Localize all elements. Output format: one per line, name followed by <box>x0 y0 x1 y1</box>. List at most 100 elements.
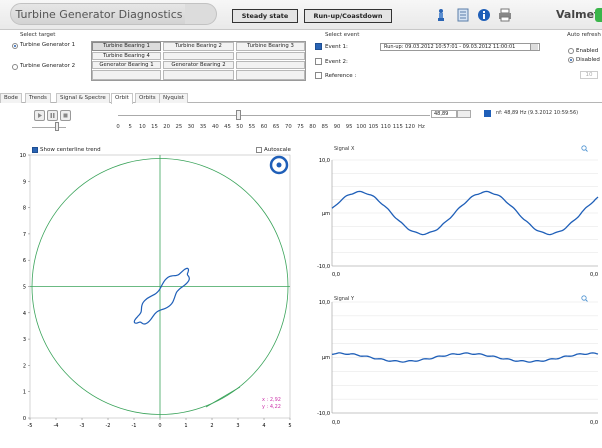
tab-signal-spectre[interactable]: Signal & Spectre <box>56 93 110 103</box>
list-icon[interactable] <box>457 8 471 22</box>
orbit-x-tick-label: 3 <box>236 423 239 429</box>
frequency-spinner[interactable] <box>457 110 471 118</box>
orbit-y-tick-label: 8 <box>23 206 26 212</box>
app-title: Turbine Generator Diagnostics <box>10 3 188 25</box>
centerline-checkbox[interactable] <box>32 147 38 153</box>
orbit-x-tick-label: 0 <box>158 423 161 429</box>
orbit-y-tick-label: 6 <box>23 258 26 264</box>
bearing-cell-empty <box>236 61 305 69</box>
frequency-tick-label: 60 <box>260 124 268 130</box>
chevron-down-icon[interactable] <box>530 44 538 50</box>
centerline-label: Show centerline trend <box>40 147 101 153</box>
bearing-cell[interactable]: Turbine Bearing 2 <box>163 42 234 51</box>
generator-1-radio[interactable] <box>12 43 18 49</box>
frequency-tick-label: 40 <box>211 124 219 130</box>
orbit-y-tick-label: 2 <box>23 363 26 369</box>
play-icon <box>38 113 42 118</box>
frequency-slider-thumb[interactable] <box>236 110 241 120</box>
generator-2-radio[interactable] <box>12 64 18 70</box>
autoscale-checkbox[interactable] <box>256 147 262 153</box>
frequency-slider-track[interactable] <box>118 115 430 116</box>
frequency-input[interactable]: 48,89 <box>431 110 457 118</box>
centerline-trend <box>205 386 241 408</box>
orbit-y-tick-label: 1 <box>23 390 26 396</box>
tab-trends[interactable]: Trends <box>25 93 51 103</box>
auto-refresh-enabled-radio[interactable] <box>568 48 574 54</box>
orbit-x-tick-label: -4 <box>54 423 59 429</box>
tab-bode[interactable]: Bode <box>0 93 23 103</box>
zoom-icon[interactable] <box>581 295 588 302</box>
cursor-y-readout: y : 4,22 <box>262 404 281 410</box>
frequency-tick-label: 80 <box>309 124 317 130</box>
select-target-label: Select target <box>20 32 56 38</box>
event-1-label: Event 1: <box>325 44 348 50</box>
runup-coastdown-button[interactable]: Run-up/Coastdown <box>304 9 392 23</box>
signal-y-ymax: 10,0 <box>319 300 330 306</box>
frequency-tick-label: 20 <box>163 124 171 130</box>
refresh-icon[interactable] <box>269 155 289 175</box>
signal-y-ymin: -10,0 <box>317 411 330 417</box>
bearing-cell[interactable]: Generator Bearing 2 <box>163 61 234 69</box>
frequency-tick-label: 120 <box>404 124 416 130</box>
pause-icon <box>50 113 55 118</box>
frequency-tick-label: 45 <box>224 124 231 130</box>
signal-y-trace <box>331 352 599 363</box>
orbit-trace <box>133 267 190 325</box>
orbit-y-tick-label: 7 <box>23 232 26 238</box>
auto-refresh-disabled-radio[interactable] <box>568 57 574 63</box>
orbit-y-tick-label: 5 <box>23 285 26 291</box>
signal-y-xright: 0,0 <box>590 420 598 426</box>
tab-nyquist[interactable]: Nyquist <box>159 93 188 103</box>
frequency-tick-label: 55 <box>248 124 256 130</box>
signal-x-title: Signal X <box>334 146 355 152</box>
tab-orbit[interactable]: Orbit <box>111 93 133 104</box>
frequency-tick-label: 35 <box>199 124 207 130</box>
bearing-cell-empty <box>92 70 161 80</box>
orbit-x-tick-label: 2 <box>210 423 213 429</box>
event-2-checkbox[interactable] <box>315 58 322 65</box>
orbit-y-tick-label: 3 <box>23 337 26 343</box>
frequency-tick-label: 110 <box>380 124 391 130</box>
tab-orbits[interactable]: Orbits <box>135 93 160 103</box>
pause-button[interactable] <box>47 110 58 121</box>
autoscale-label: Autoscale <box>264 147 291 153</box>
print-icon[interactable] <box>498 8 512 22</box>
frequency-tick-label: 5 <box>128 124 132 130</box>
info-icon[interactable] <box>477 8 491 22</box>
event-1-checkbox[interactable] <box>315 43 322 50</box>
bearing-cell[interactable]: Turbine Bearing 3 <box>236 42 305 51</box>
reference-checkbox[interactable] <box>315 72 322 79</box>
orbit-y-tick-label: 0 <box>23 416 26 422</box>
speed-slider-track[interactable] <box>32 127 66 128</box>
signal-x-chart[interactable]: Signal X 10,0 µm -10,0 0,0 0,0 <box>316 145 600 280</box>
title-decoration <box>185 3 217 25</box>
frequency-tick-label: 10 <box>138 124 146 130</box>
bearing-cell[interactable]: Turbine Bearing 1 <box>92 42 161 51</box>
orbit-y-tick-label: 10 <box>20 153 26 159</box>
event-1-select[interactable]: Run-up: 09.03.2012 10:57:01 - 09.03.2012… <box>380 43 540 51</box>
zoom-icon[interactable] <box>581 145 588 152</box>
orbit-y-tick-label: 4 <box>23 311 26 317</box>
signal-x-xright: 0,0 <box>590 272 598 278</box>
generator-2-label[interactable]: Turbine Generator 2 <box>20 63 76 69</box>
steady-state-button[interactable]: Steady state <box>232 9 298 23</box>
signal-y-chart[interactable]: Signal Y 10,0 µm -10,0 0,0 0,0 <box>316 295 600 430</box>
orbit-x-tick-label: -5 <box>28 423 33 429</box>
bearing-cell[interactable]: Generator Bearing 1 <box>92 61 161 69</box>
speed-slider-thumb[interactable] <box>55 122 59 131</box>
signal-x-trace <box>331 190 599 236</box>
refresh-interval-input[interactable]: 10 <box>580 71 598 79</box>
bearing-cell[interactable]: Turbine Bearing 4 <box>92 52 161 60</box>
play-button[interactable] <box>34 110 45 121</box>
frequency-tick-label: 25 <box>175 124 183 130</box>
signal-x-xleft: 0,0 <box>332 272 340 278</box>
generator-1-label[interactable]: Turbine Generator 1 <box>20 42 76 48</box>
bearing-selection-grid: Turbine Bearing 1 Turbine Bearing 2 Turb… <box>91 41 306 81</box>
stop-button[interactable] <box>60 110 71 121</box>
bearing-cell-empty <box>163 52 234 60</box>
bearing-cell-empty <box>236 70 305 80</box>
frequency-tick-label: 65 <box>272 124 280 130</box>
sensor-icon[interactable] <box>434 8 448 22</box>
